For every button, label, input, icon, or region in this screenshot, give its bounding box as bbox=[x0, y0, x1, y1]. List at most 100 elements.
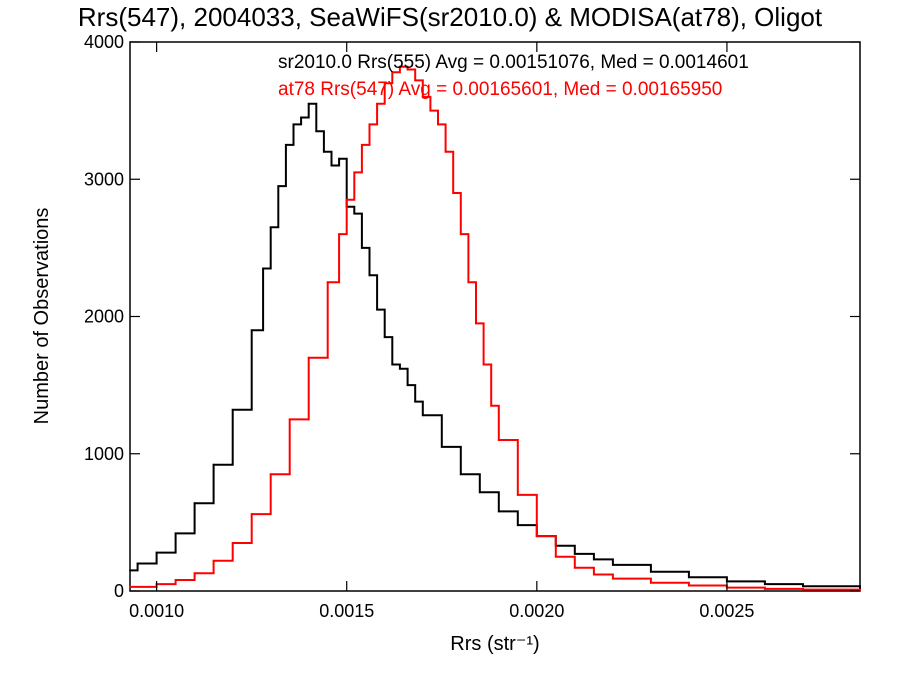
data-point bbox=[250, 329, 253, 332]
data-point bbox=[315, 130, 318, 133]
data-point bbox=[688, 576, 690, 579]
data-point bbox=[414, 400, 417, 403]
data-point bbox=[136, 562, 139, 565]
data-point bbox=[383, 336, 386, 338]
plot-frame bbox=[129, 41, 861, 592]
data-point bbox=[478, 491, 481, 494]
data-point bbox=[802, 585, 804, 588]
data-point bbox=[155, 551, 158, 554]
data-point bbox=[802, 588, 804, 591]
data-point bbox=[383, 82, 386, 85]
annotation-0: sr2010.0 Rrs(555) Avg = 0.00151076, Med … bbox=[278, 52, 749, 73]
data-point bbox=[361, 144, 363, 146]
data-point bbox=[368, 274, 371, 277]
data-point bbox=[292, 123, 295, 126]
data-point bbox=[376, 102, 378, 105]
data-point bbox=[440, 446, 443, 448]
data-point bbox=[193, 502, 196, 505]
data-point bbox=[612, 577, 614, 580]
x-tick-label: 0.0025 bbox=[699, 601, 754, 621]
x-tick-label: 0.0010 bbox=[129, 601, 184, 621]
y-tick-label: 0 bbox=[114, 581, 124, 601]
data-point bbox=[129, 586, 131, 588]
data-point bbox=[277, 185, 280, 188]
data-point bbox=[612, 564, 614, 566]
data-point bbox=[391, 71, 394, 74]
y-axis-label: Number of Observations bbox=[31, 208, 53, 425]
data-point bbox=[174, 532, 177, 535]
data-point bbox=[231, 408, 234, 411]
data-point bbox=[764, 588, 766, 590]
data-point bbox=[307, 102, 310, 105]
data-point bbox=[399, 367, 401, 370]
series-0 bbox=[129, 102, 861, 590]
data-point bbox=[353, 171, 356, 174]
data-point bbox=[535, 535, 538, 537]
data-point bbox=[459, 473, 462, 476]
series-line-1 bbox=[130, 65, 861, 591]
data-point bbox=[764, 583, 766, 585]
data-point bbox=[516, 524, 519, 526]
data-point bbox=[285, 144, 287, 146]
data-point bbox=[368, 123, 371, 126]
data-point bbox=[573, 566, 576, 569]
chart-title: Rrs(547), 2004033, SeaWiFS(sr2010.0) & M… bbox=[78, 2, 823, 32]
data-point bbox=[490, 404, 493, 407]
data-point bbox=[193, 572, 196, 575]
plot-border bbox=[129, 41, 861, 592]
data-point bbox=[231, 542, 234, 544]
annotation-1: at78 Rrs(547) Avg = 0.00165601, Med = 0.… bbox=[278, 79, 722, 100]
data-point bbox=[338, 157, 340, 160]
data-point bbox=[300, 116, 302, 119]
data-point bbox=[516, 494, 519, 496]
data-point bbox=[345, 198, 348, 201]
data-point bbox=[497, 439, 500, 441]
x-tick-label: 0.0015 bbox=[319, 601, 374, 621]
data-point bbox=[650, 581, 652, 584]
data-point bbox=[452, 192, 455, 194]
data-point bbox=[212, 463, 215, 466]
y-tick-label: 1000 bbox=[84, 444, 124, 464]
data-point bbox=[330, 164, 333, 167]
data-point bbox=[593, 573, 595, 576]
data-point bbox=[414, 79, 417, 82]
x-axis-label: Rrs (str⁻¹) bbox=[450, 633, 539, 655]
data-point bbox=[269, 226, 272, 229]
data-point bbox=[406, 68, 409, 71]
data-point bbox=[376, 308, 378, 311]
data-point bbox=[497, 510, 500, 513]
data-point bbox=[650, 570, 652, 573]
data-point bbox=[593, 558, 595, 561]
annotation-layer: sr2010.0 Rrs(555) Avg = 0.00151076, Med … bbox=[278, 52, 749, 100]
data-point bbox=[212, 559, 215, 562]
ticks-layer: 0.0010 0.0015 0.0020 0.0025 0 1000 2000 3000 400… bbox=[84, 32, 860, 621]
data-point bbox=[353, 212, 356, 215]
series-1 bbox=[129, 65, 861, 592]
series-line-0 bbox=[130, 102, 861, 589]
data-point bbox=[573, 553, 576, 555]
y-tick-label: 3000 bbox=[84, 169, 124, 189]
x-tick-label: 0.0020 bbox=[509, 601, 564, 621]
series-layer bbox=[129, 65, 861, 592]
data-point bbox=[323, 150, 325, 153]
data-point bbox=[406, 384, 409, 386]
data-point bbox=[262, 267, 264, 270]
data-point bbox=[688, 584, 690, 587]
data-point bbox=[288, 418, 291, 421]
data-point bbox=[307, 356, 310, 359]
y-tick-label: 4000 bbox=[84, 32, 124, 52]
data-point bbox=[338, 233, 340, 236]
y-tick-label: 2000 bbox=[84, 307, 124, 327]
data-point bbox=[554, 555, 557, 558]
data-point bbox=[361, 247, 363, 249]
data-point bbox=[421, 414, 424, 417]
data-point bbox=[467, 281, 470, 284]
data-point bbox=[269, 473, 272, 476]
data-point bbox=[421, 96, 424, 98]
data-point bbox=[391, 363, 394, 366]
data-point bbox=[437, 123, 439, 126]
data-point bbox=[475, 322, 477, 325]
data-point bbox=[429, 109, 432, 112]
data-point bbox=[326, 281, 329, 284]
